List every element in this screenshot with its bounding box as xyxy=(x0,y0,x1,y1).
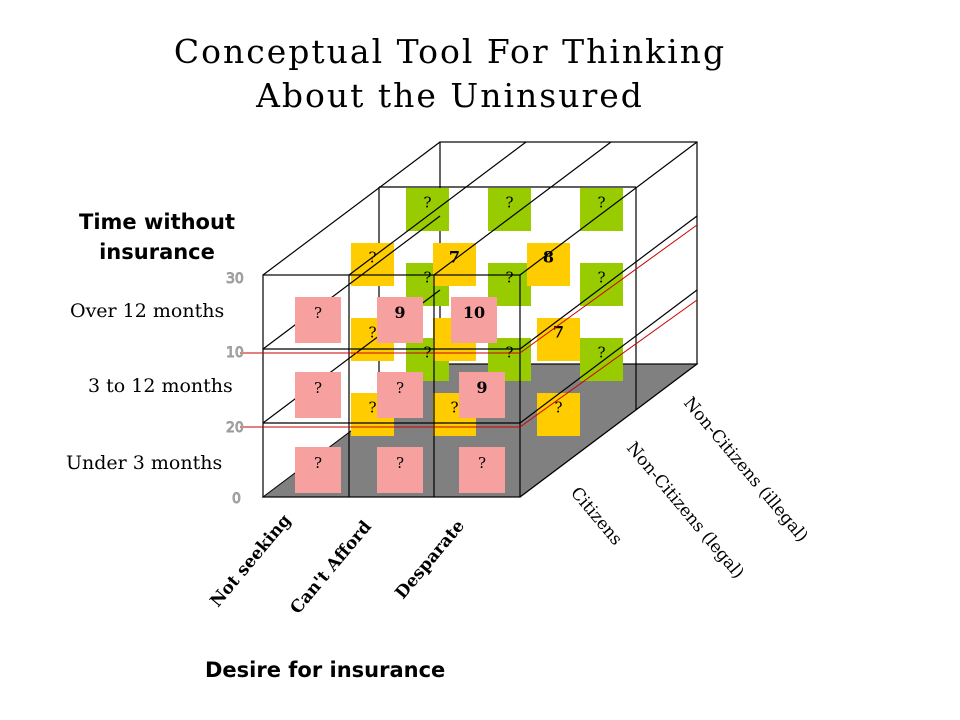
illegal-cell: ? xyxy=(580,338,623,381)
legal-cell-value: ? xyxy=(554,399,562,417)
citizens-cell: ? xyxy=(459,447,505,493)
citizens-cell-box xyxy=(451,297,497,343)
citizens-cell-box xyxy=(377,447,423,493)
citizens-cell-value: 10 xyxy=(463,303,485,322)
time-row-over-12-months: Over 12 months xyxy=(70,300,225,322)
legal-cell-box xyxy=(537,393,580,436)
legal-cell-box xyxy=(433,243,476,286)
citizens-cell-box xyxy=(377,372,423,418)
time-axis-label-line-2: insurance xyxy=(99,240,215,264)
citizens-layer: ? 9 10?? 9??? xyxy=(295,297,505,493)
legal-cell-value: ? xyxy=(368,324,376,342)
citizens-cell-value: ? xyxy=(314,454,322,472)
citizens-cell-value: ? xyxy=(396,454,404,472)
illegal-cell-value: ? xyxy=(597,269,605,287)
citizenship-category-citizens: Citizens xyxy=(566,483,626,549)
illegal-cell-box xyxy=(406,188,449,231)
legal-cell-value: ? xyxy=(368,399,376,417)
legal-cell-value: 8 xyxy=(543,248,554,267)
citizens-cell-value: ? xyxy=(314,379,322,397)
citizens-cell: ? xyxy=(377,372,423,418)
citizens-cell: 9 xyxy=(377,297,423,343)
citizens-cell-box xyxy=(459,447,505,493)
illegal-cell: ? xyxy=(406,188,449,231)
desire-category-desparate: Desparate xyxy=(392,516,470,603)
illegal-cell-value: ? xyxy=(505,269,513,287)
citizens-cell: ? xyxy=(377,447,423,493)
citizens-cell: ? xyxy=(295,447,341,493)
legal-cell-value: 7 xyxy=(553,323,564,342)
axis-tick-marks: 30 10 20 0 xyxy=(226,271,245,508)
citizens-cell-box xyxy=(295,372,341,418)
red-guide-lines xyxy=(240,224,698,428)
legal-cell-box xyxy=(351,243,394,286)
desire-category-cant-afford: Can't Afford xyxy=(287,517,376,618)
citizens-cell-value: 9 xyxy=(394,303,405,322)
legal-cell: ? xyxy=(351,243,394,286)
citizens-cell-box xyxy=(377,297,423,343)
citizens-cell-box xyxy=(295,297,341,343)
illegal-cell-value: ? xyxy=(505,194,513,212)
page-title: Conceptual Tool For Thinking About the U… xyxy=(0,30,900,118)
illegal-cell-value: ? xyxy=(423,194,431,212)
citizens-cell-box xyxy=(295,447,341,493)
illegal-cell-box xyxy=(488,188,531,231)
time-axis-label-line-1: Time without xyxy=(79,210,235,234)
illegal-cell: ? xyxy=(488,188,531,231)
desire-category-not-seeking: Not seeking xyxy=(207,511,296,612)
illegal-cell-value: ? xyxy=(597,194,605,212)
citizens-cell-value: ? xyxy=(314,304,322,322)
illegal-cell-value: ? xyxy=(423,269,431,287)
legal-cell: ? xyxy=(537,393,580,436)
desire-axis-label: Desire for insurance xyxy=(205,658,446,682)
illegal-cell-value: ? xyxy=(597,344,605,362)
legal-cell-value: ? xyxy=(450,399,458,417)
citizens-cell-box xyxy=(459,372,505,418)
title-line-1: Conceptual Tool For Thinking xyxy=(173,32,727,71)
illegal-cell-box xyxy=(580,338,623,381)
legal-cell: 7 xyxy=(433,243,476,286)
title-line-2: About the Uninsured xyxy=(256,76,644,115)
citizens-cell-value: 9 xyxy=(476,378,487,397)
legal-cell-value: 7 xyxy=(449,248,460,267)
svg-text:30: 30 xyxy=(226,271,244,287)
time-row-3-to-12-months: 3 to 12 months xyxy=(88,375,233,397)
citizens-cell: ? xyxy=(295,372,341,418)
legal-cell: 7 xyxy=(537,318,580,361)
svg-text:0: 0 xyxy=(232,491,241,507)
svg-text:20: 20 xyxy=(226,420,244,436)
time-row-under-3-months: Under 3 months xyxy=(66,452,223,474)
citizens-cell-value: ? xyxy=(478,454,486,472)
svg-text:10: 10 xyxy=(226,345,244,361)
time-axis-label: Time without insurance xyxy=(62,207,252,267)
citizens-cell-value: ? xyxy=(396,379,404,397)
citizens-cell: 9 xyxy=(459,372,505,418)
legal-layer: ? 7 8?? 7??? xyxy=(351,243,580,436)
citizens-cell: ? xyxy=(295,297,341,343)
citizens-cell: 10 xyxy=(451,297,497,343)
